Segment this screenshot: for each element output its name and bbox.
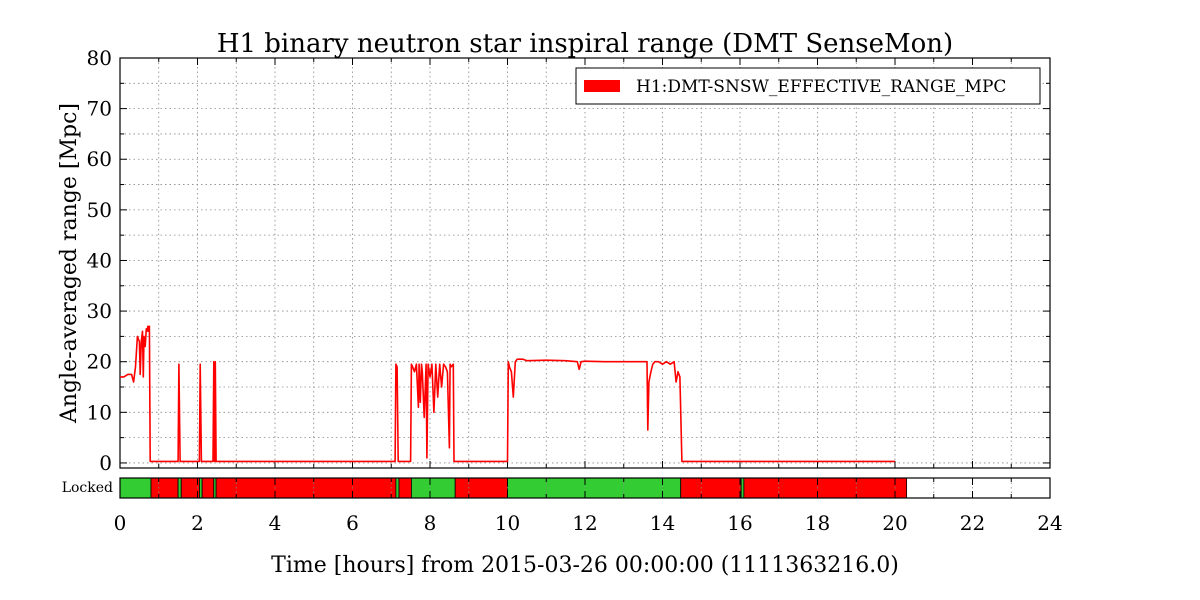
x-tick-label: 22 [960, 511, 985, 535]
legend-swatch [584, 80, 620, 92]
y-tick-labels: 0 10 20 30 40 50 60 70 80 [87, 46, 112, 475]
x-tick-label: 2 [191, 511, 204, 535]
x-tick-label: 4 [269, 511, 282, 535]
state-bar-label: Locked [62, 480, 113, 496]
series-group [120, 325, 895, 463]
x-tick-label: 8 [424, 511, 437, 535]
main-plot-grid [120, 58, 1050, 468]
state-segment-unlocked [201, 477, 215, 499]
legend-box [575, 67, 1041, 105]
x-tick-label: 24 [1037, 511, 1062, 535]
x-tick-label: 6 [346, 511, 359, 535]
legend-label: H1:DMT-SNSW_EFFECTIVE_RANGE_MPC [636, 77, 1006, 97]
y-tick-label: 40 [87, 248, 112, 272]
y-tick-label: 10 [87, 400, 112, 424]
series-line [120, 325, 895, 463]
x-tick-label: 14 [650, 511, 675, 535]
state-segment-unlocked [743, 477, 908, 499]
state-bar [119, 477, 908, 499]
state-segment-unlocked [398, 477, 412, 499]
x-tick-label: 18 [805, 511, 830, 535]
x-tick-label: 12 [572, 511, 597, 535]
state-segment-locked [395, 477, 400, 499]
main-plot-frame [119, 57, 1051, 469]
state-segment-locked [507, 477, 682, 499]
chart-title: H1 binary neutron star inspiral range (D… [217, 29, 953, 59]
y-tick-label: 80 [87, 46, 112, 70]
state-segment-locked [177, 477, 182, 499]
state-segment-unlocked [680, 477, 742, 499]
y-tick-label: 70 [87, 97, 112, 121]
y-tick-label: 0 [99, 451, 112, 475]
state-segment-locked [740, 477, 745, 499]
y-tick-label: 30 [87, 299, 112, 323]
main-plot-ticks [119, 57, 1051, 468]
state-segment-locked [119, 477, 152, 499]
x-tick-label: 20 [882, 511, 907, 535]
state-segment-unlocked [150, 477, 179, 499]
state-bar-ticks [119, 478, 1051, 498]
y-tick-label: 20 [87, 350, 112, 374]
y-tick-label: 60 [87, 147, 112, 171]
x-tick-label: 10 [495, 511, 520, 535]
state-segment-unlocked [180, 477, 200, 499]
y-axis-label: Angle-averaged range [Mpc] [57, 103, 82, 424]
legend: H1:DMT-SNSW_EFFECTIVE_RANGE_MPC [575, 67, 1041, 105]
x-tick-label: 0 [114, 511, 127, 535]
state-segment-unlocked [454, 477, 508, 499]
y-tick-label: 50 [87, 198, 112, 222]
state-segment-unlocked [215, 477, 397, 499]
x-tick-labels: 0 2 4 6 8 10 12 14 16 18 20 22 24 [114, 511, 1063, 535]
state-segment-locked [410, 477, 456, 499]
x-axis-label: Time [hours] from 2015-03-26 00:00:00 (1… [271, 553, 899, 578]
x-tick-label: 16 [727, 511, 752, 535]
state-segment-locked [199, 477, 203, 499]
